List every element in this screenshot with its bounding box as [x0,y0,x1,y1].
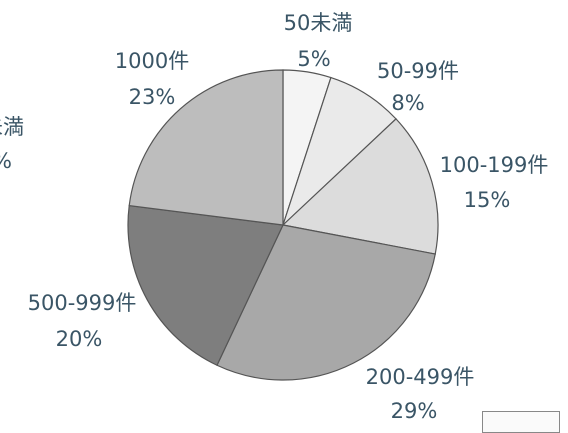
slice-pct-50-under: 5% [297,47,330,71]
pie-slices [128,70,438,380]
slice-label-500-999: 500-999件 [28,291,137,315]
slice-pct-200-499: 29% [391,399,438,423]
slice-pct-50-99: 8% [391,91,424,115]
stamp-box [482,411,560,433]
partial-label-pct: % [0,149,12,173]
slice-label-100-199: 100-199件 [440,153,549,177]
slice-label-50-99: 50-99件 [377,59,459,83]
pie-chart: 50未満 5% 50-99件 8% 100-199件 15% 200-499件 … [0,0,568,424]
slice-label-1000: 1000件 [115,49,189,73]
slice-pct-500-999: 20% [56,327,103,351]
partial-label-name: 未満 [0,115,24,139]
slice-pct-100-199: 15% [464,188,511,212]
slice-label-200-499: 200-499件 [366,365,475,389]
slice-pct-1000: 23% [129,85,176,109]
slice-label-50-under: 50未満 [284,11,353,35]
